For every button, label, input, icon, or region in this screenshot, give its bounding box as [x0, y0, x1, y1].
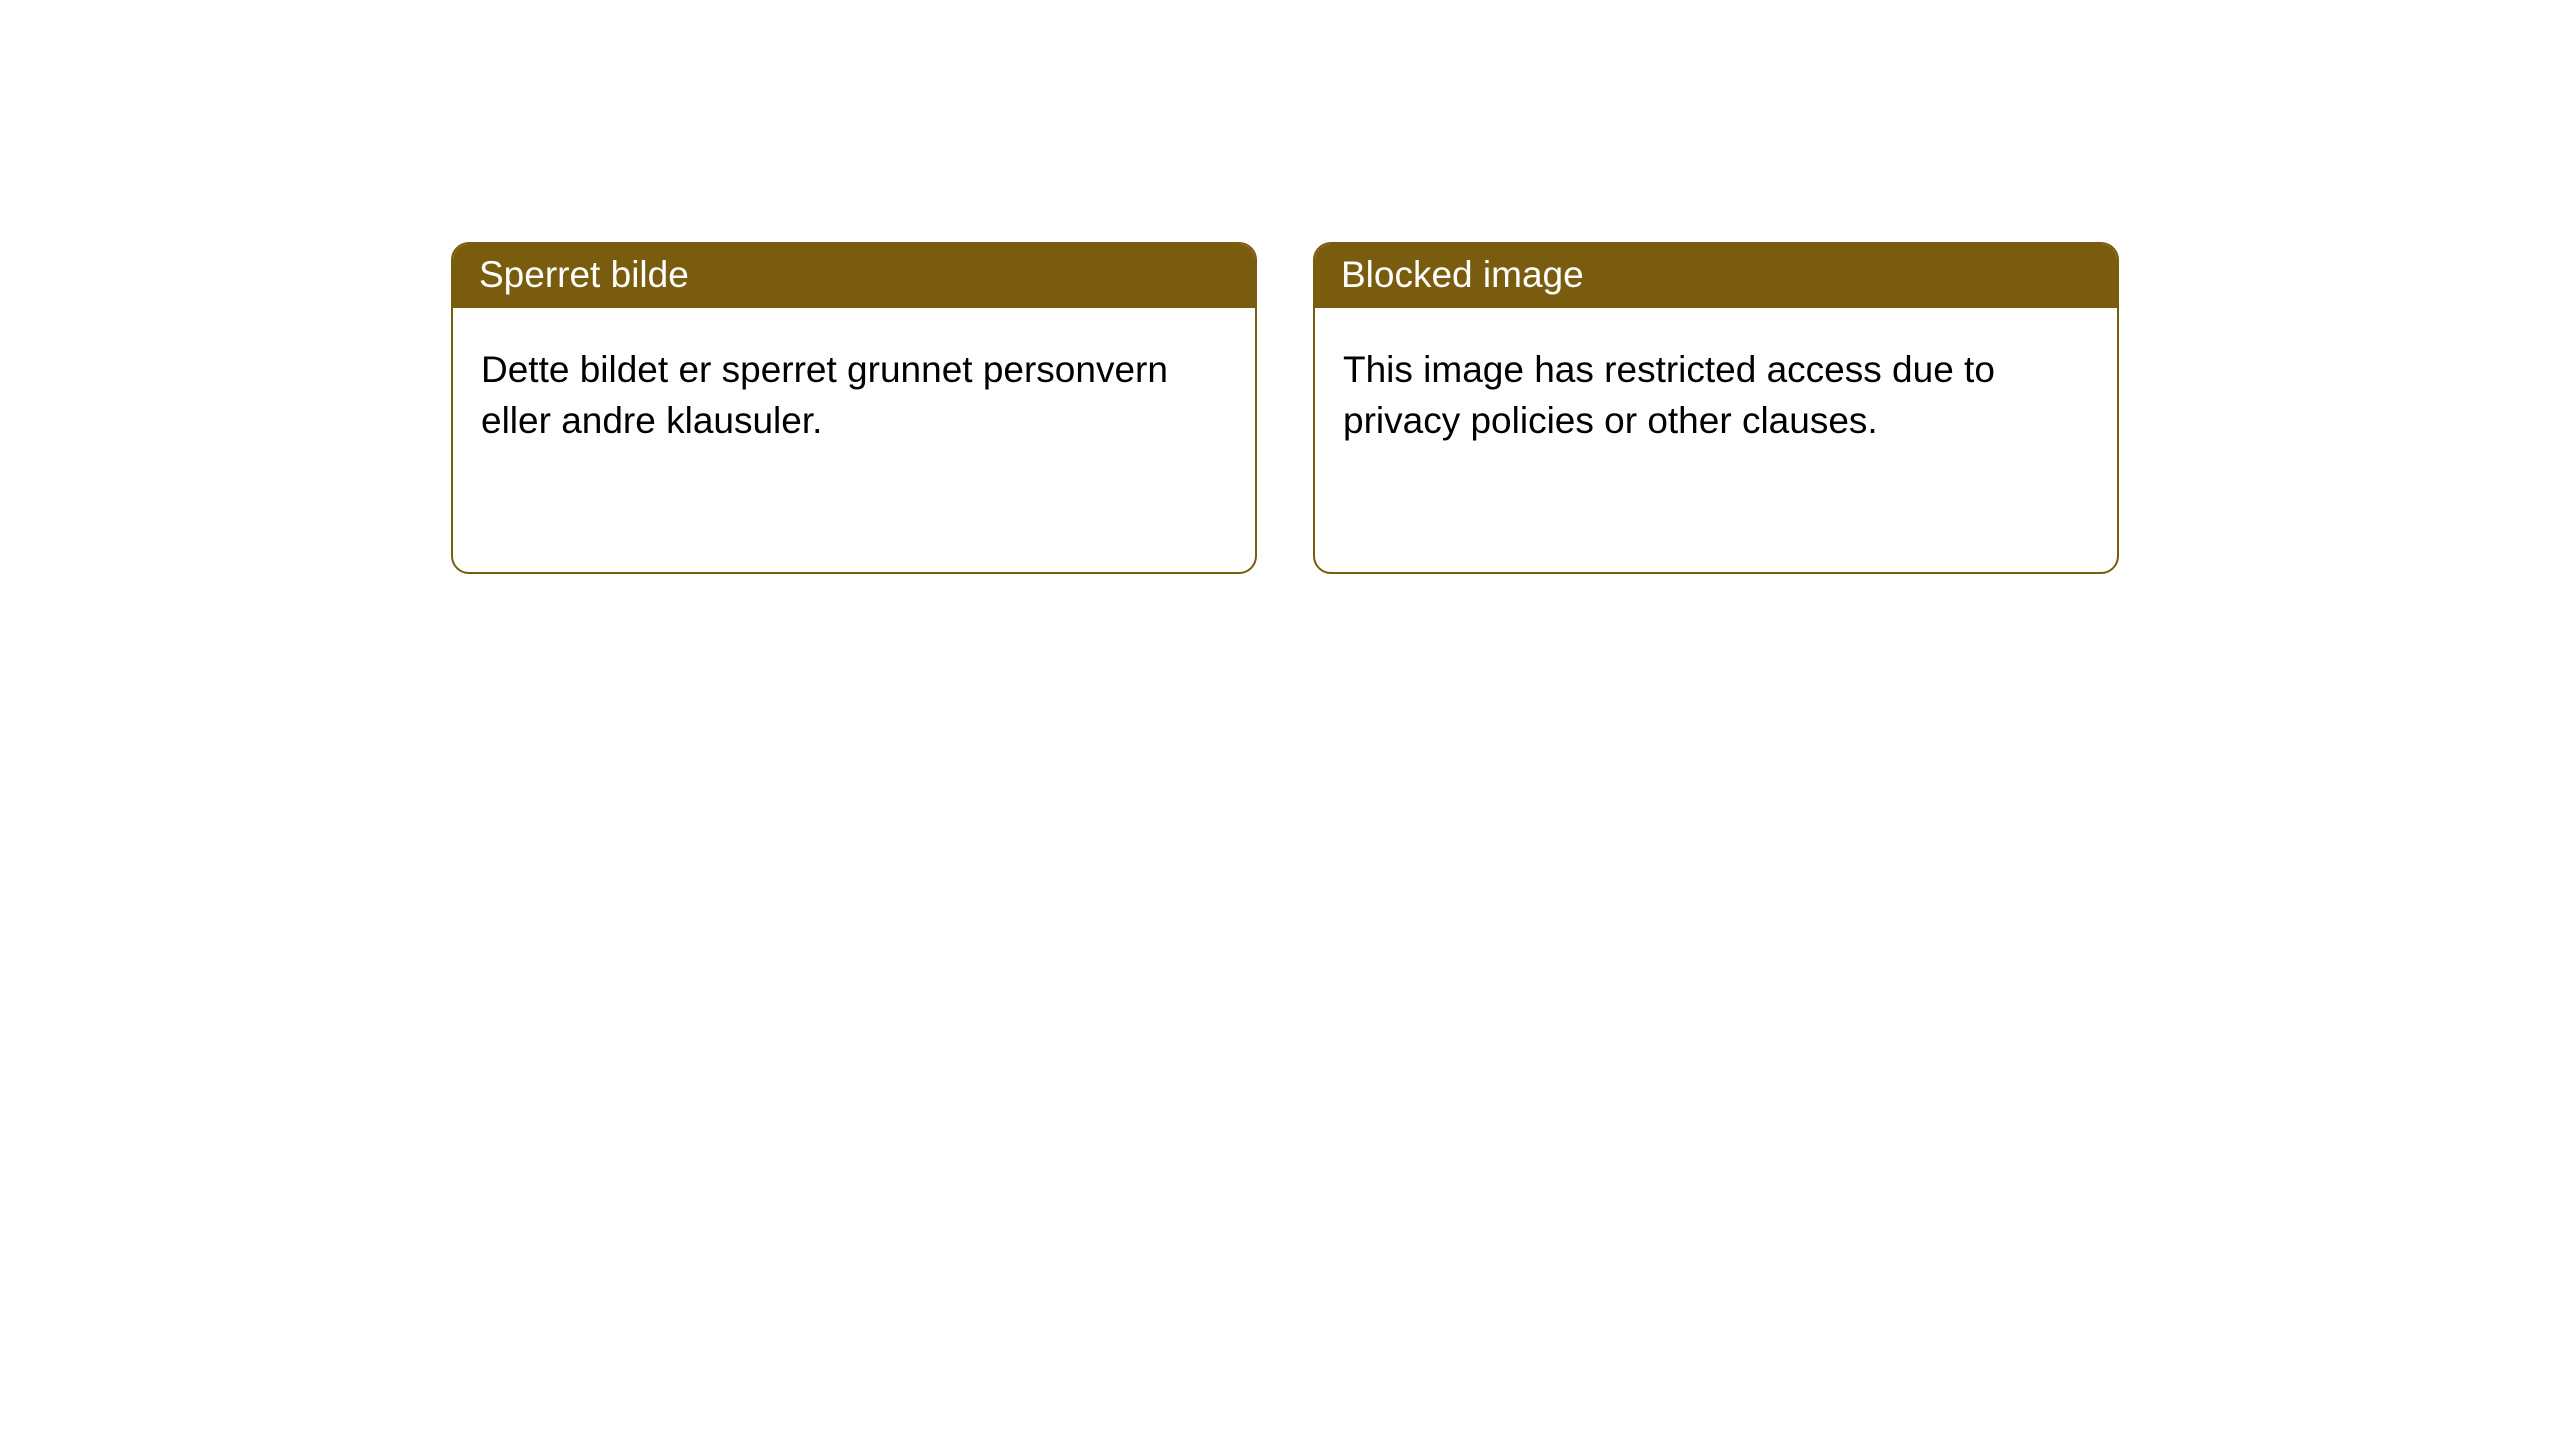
card-body: Dette bildet er sperret grunnet personve… — [453, 308, 1255, 482]
card-title: Blocked image — [1341, 254, 1584, 295]
card-header: Sperret bilde — [453, 244, 1255, 308]
blocked-image-card-no: Sperret bilde Dette bildet er sperret gr… — [451, 242, 1257, 574]
card-body-text: This image has restricted access due to … — [1343, 349, 1995, 441]
card-title: Sperret bilde — [479, 254, 689, 295]
card-header: Blocked image — [1315, 244, 2117, 308]
blocked-image-card-en: Blocked image This image has restricted … — [1313, 242, 2119, 574]
notice-cards-container: Sperret bilde Dette bildet er sperret gr… — [0, 0, 2560, 574]
card-body: This image has restricted access due to … — [1315, 308, 2117, 482]
card-body-text: Dette bildet er sperret grunnet personve… — [481, 349, 1168, 441]
